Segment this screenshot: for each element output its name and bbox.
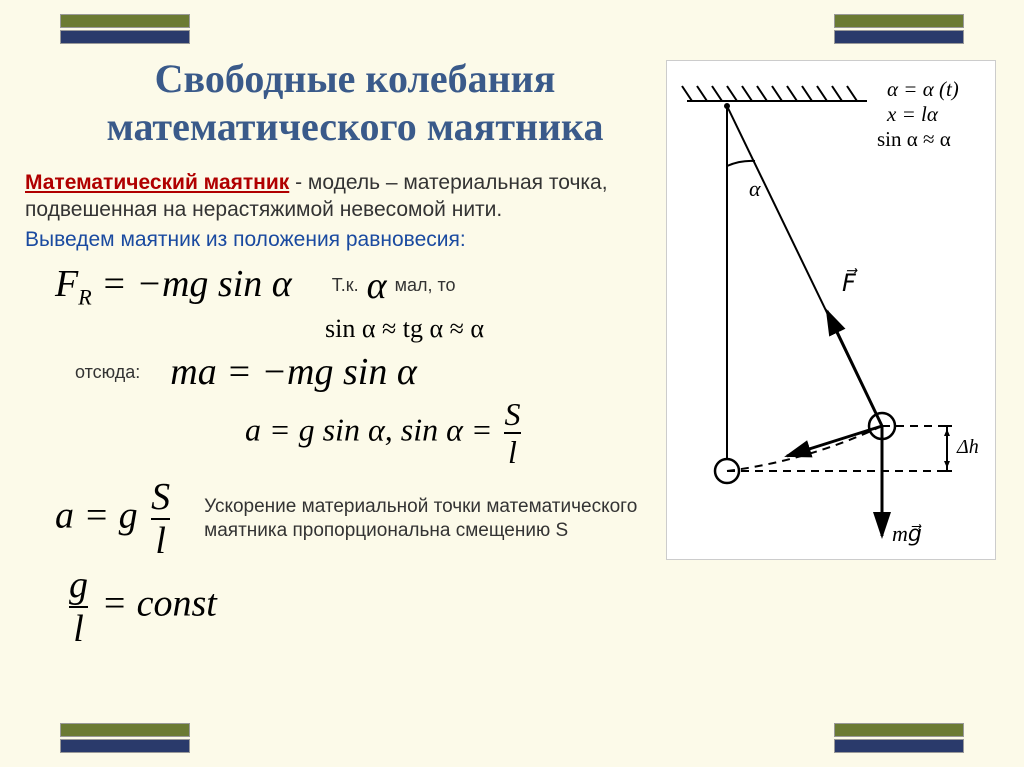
definition-term: Математический маятник — [25, 171, 289, 194]
decor-bars-tl — [60, 14, 190, 44]
decor-bars-br — [834, 723, 964, 753]
conclusion-text: Ускорение материальной точки математичес… — [204, 495, 664, 544]
slide-title: Свободные колебания математического маят… — [25, 55, 685, 151]
definition: Математический маятник - модель – матери… — [25, 169, 625, 224]
decor-bars-bl — [60, 723, 190, 753]
diag-eq2: x = lα — [886, 102, 939, 126]
hence-label: отсюда: — [75, 362, 140, 383]
pendulum-diagram: α = α (t) x = lα sin α ≈ α α F⃗ — [666, 60, 996, 560]
small-then: мал, то — [395, 275, 456, 296]
formula-ma: ma = −mg sin α — [170, 350, 417, 394]
diag-mg: mg⃗ — [892, 521, 922, 546]
diag-dh: Δh — [956, 436, 979, 458]
slide: Свободные колебания математического маят… — [0, 0, 1024, 767]
since-label: Т.к. — [332, 275, 359, 296]
formula-fr: FR = −mg sin α — [55, 262, 292, 311]
diag-F: F⃗ — [842, 268, 858, 297]
decor-bars-tr — [834, 14, 964, 44]
diag-eq3: sin α ≈ α — [877, 127, 951, 151]
pendulum-svg: α = α (t) x = lα sin α ≈ α α F⃗ — [667, 61, 997, 561]
diag-alpha: α — [749, 176, 761, 201]
diag-eq1: α = α (t) — [887, 77, 959, 101]
formula-a-final: a = g Sl — [55, 478, 174, 560]
formula-const: gl = const — [65, 566, 999, 648]
alpha-symbol: α — [367, 264, 387, 308]
